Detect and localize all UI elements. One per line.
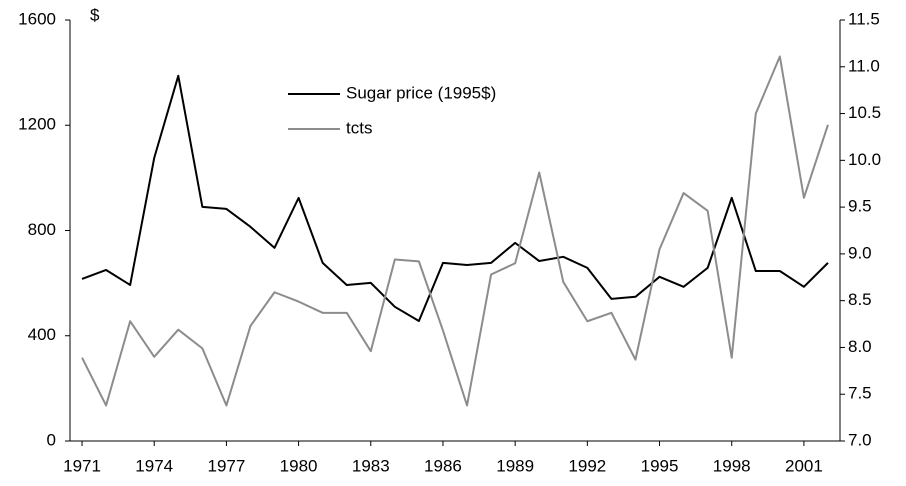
x-tick-label: 2001	[785, 456, 823, 475]
y-tick-label: 1200	[18, 115, 56, 134]
x-tick-label: 1974	[135, 456, 173, 475]
y-axis-label: $	[90, 5, 100, 24]
y2-tick-label: 11.0	[848, 56, 880, 75]
y2-tick-label: 9.0	[848, 243, 872, 262]
y2-tick-label: 8.0	[848, 337, 872, 356]
y2-tick-label: 9.5	[848, 197, 872, 216]
y-tick-label: 0	[47, 430, 56, 449]
y2-tick-label: 8.5	[848, 290, 872, 309]
x-tick-label: 1983	[352, 456, 390, 475]
y2-tick-label: 7.5	[848, 384, 872, 403]
legend-label: Sugar price (1995$)	[346, 83, 496, 102]
x-tick-label: 1980	[280, 456, 318, 475]
x-tick-label: 1989	[496, 456, 534, 475]
y-tick-label: 800	[28, 220, 56, 239]
x-tick-label: 1971	[63, 456, 101, 475]
y-tick-label: 1600	[18, 9, 56, 28]
x-tick-label: 1998	[713, 456, 751, 475]
x-tick-label: 1995	[641, 456, 679, 475]
y2-tick-label: 10.5	[848, 103, 881, 122]
y2-tick-label: 11.5	[848, 9, 880, 28]
y-tick-label: 400	[28, 325, 56, 344]
x-tick-label: 1977	[207, 456, 245, 475]
x-tick-label: 1986	[424, 456, 462, 475]
y2-tick-label: 7.0	[848, 430, 872, 449]
legend-label: tcts	[346, 118, 372, 137]
y2-tick-label: 10.0	[848, 150, 881, 169]
series-line	[81, 74, 829, 323]
x-tick-label: 1992	[568, 456, 606, 475]
series-line	[81, 55, 829, 407]
